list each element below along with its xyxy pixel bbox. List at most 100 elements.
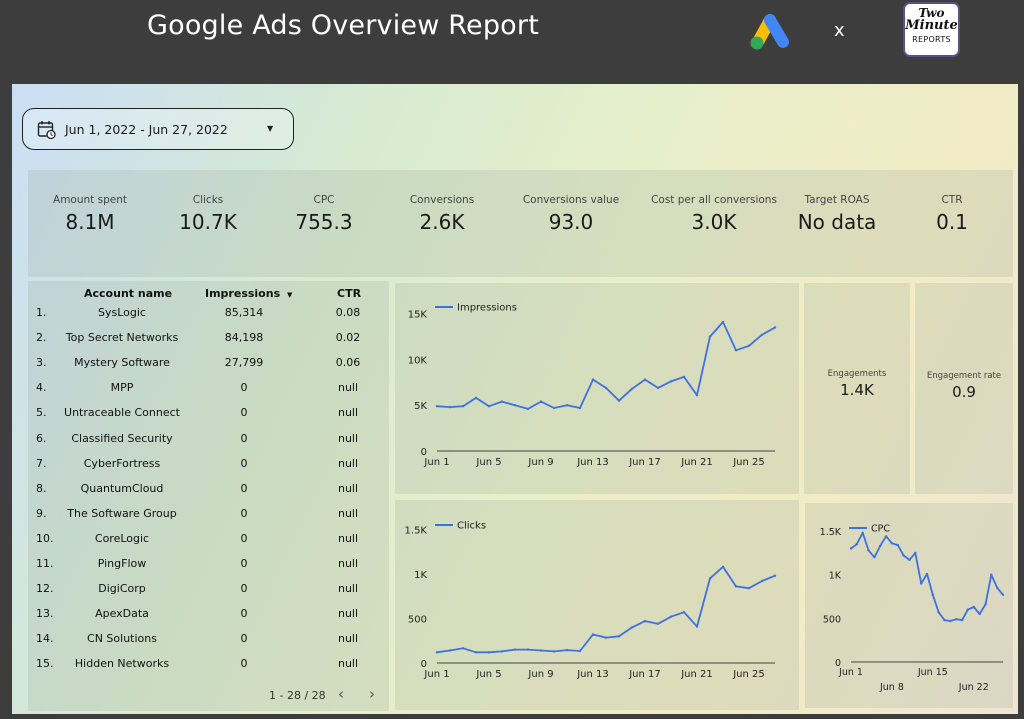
row-account-name: The Software Group (67, 506, 177, 520)
row-account-name: Untraceable Connect (64, 406, 180, 420)
row-ctr: null (337, 607, 359, 621)
y-tick-label: 0 (421, 447, 427, 458)
row-impressions: 0 (240, 657, 248, 671)
row-number: 4. (36, 381, 47, 395)
kpi-label: Target ROAS (804, 194, 870, 206)
table-row[interactable]: 3. Mystery Software 27,799 0.06 (28, 356, 389, 381)
row-impressions: 85,314 (224, 306, 264, 319)
data-point (849, 547, 853, 550)
data-point (539, 400, 543, 403)
column-header-label: Impressions (205, 287, 281, 300)
table-row-partial (28, 681, 389, 687)
data-point (552, 406, 556, 410)
data-point (617, 399, 621, 402)
row-account-name: Top Secret Networks (65, 331, 179, 345)
data-point (760, 333, 764, 336)
data-point (695, 625, 699, 628)
row-ctr: null (337, 381, 359, 395)
impressions-chart-svg: Impressions 0 5K 10K 15K Jun 1 Jun 5 Jun 9 Jun 1… (408, 303, 777, 468)
dropdown-arrow-icon: ▼ (267, 124, 274, 133)
row-ctr: null (337, 582, 359, 596)
y-tick-label: 500 (408, 614, 427, 625)
data-point (708, 335, 712, 338)
x-tick-label: Jun 17 (628, 669, 661, 680)
prev-page-button[interactable]: ‹ (338, 685, 344, 703)
kpi-clicks: Clicks 10.7K (168, 194, 248, 234)
kpi-value: 3.0K (691, 210, 737, 234)
table-row[interactable]: 2. Top Secret Networks 84,198 0.02 (28, 331, 389, 356)
data-point (908, 558, 911, 562)
data-point (734, 585, 738, 588)
x-tick-label: Jun 17 (628, 457, 661, 468)
row-account-name: MPP (110, 381, 134, 395)
data-point (902, 554, 905, 557)
data-point (669, 615, 673, 618)
data-point (879, 544, 882, 548)
y-tick-label: 1K (829, 571, 842, 582)
row-account-name: Hidden Networks (74, 657, 170, 671)
table-row[interactable]: 15. Hidden Networks 0 null (28, 657, 389, 682)
row-number: 14. (36, 632, 54, 646)
x-tick-label: Jun 21 (680, 457, 713, 468)
row-ctr: null (337, 506, 359, 520)
legend-label: CPC (871, 524, 890, 535)
x-tick-label: Jun 13 (576, 669, 609, 680)
y-tick-label: 0 (835, 658, 841, 669)
data-point (513, 404, 517, 407)
data-point (884, 535, 888, 538)
table-row[interactable]: 5. Untraceable Connect 0 null (28, 406, 389, 431)
kpi-cpc: CPC 755.3 (284, 194, 364, 234)
row-number: 11. (36, 557, 54, 570)
next-page-button[interactable]: › (369, 685, 375, 703)
table-row[interactable]: 6. Classified Security 0 null (28, 432, 389, 457)
y-tick-label: 500 (823, 614, 841, 625)
table-row[interactable]: 13. ApexData 0 null (28, 607, 389, 632)
row-number: 8. (36, 481, 47, 495)
table-row[interactable]: 9. The Software Group 0 null (28, 507, 389, 532)
row-impressions: 84,198 (224, 331, 264, 345)
column-header-impressions[interactable]: Impressions ▼ (205, 287, 292, 300)
kpi-value: 8.1M (65, 210, 115, 234)
data-point (448, 649, 452, 652)
data-point (867, 549, 870, 552)
row-number: 7. (36, 456, 47, 470)
row-impressions: 0 (240, 406, 248, 420)
data-point (565, 404, 569, 407)
data-point (643, 619, 647, 623)
google-ads-logo-icon (750, 14, 789, 50)
y-tick-label: 5K (414, 401, 427, 412)
table-row[interactable]: 4. MPP 0 null (28, 381, 389, 406)
table-row[interactable]: 8. QuantumCloud 0 null (28, 482, 389, 507)
data-point (896, 543, 899, 547)
engagements-value: 1.4K (840, 381, 874, 399)
row-account-name: DigiCorp (98, 582, 146, 596)
data-point (984, 603, 987, 606)
table-row[interactable]: 11. PingFlow 0 null (28, 557, 389, 582)
table-row[interactable]: 14. CN Solutions 0 null (28, 632, 389, 657)
row-account-name: CoreLogic (94, 531, 150, 545)
x-tick-label: Jun 15 (917, 667, 948, 678)
data-point (890, 542, 894, 545)
row-ctr: null (337, 557, 359, 570)
table-row[interactable]: 12. DigiCorp 0 null (28, 582, 389, 607)
data-point (990, 573, 993, 576)
row-impressions: 0 (240, 506, 248, 520)
data-point (695, 394, 699, 397)
data-point (643, 378, 647, 381)
data-point (734, 349, 738, 352)
x-tick-label: Jun 9 (527, 669, 553, 680)
table-row[interactable]: 1. SysLogic 85,314 0.08 (28, 306, 389, 331)
table-row[interactable]: 10. CoreLogic 0 null (28, 532, 389, 557)
sort-desc-icon: ▼ (286, 291, 293, 299)
row-number: 5. (36, 406, 47, 420)
x-tick-label: Jun 22 (958, 682, 989, 693)
data-point (747, 344, 751, 347)
x-tick-label: Jun 1 (838, 667, 863, 678)
date-range-picker[interactable]: Jun 1, 2022 - Jun 27, 2022 ▼ (22, 108, 294, 150)
table-row[interactable]: 7. CyberFortress 0 null (28, 457, 389, 482)
series-line (436, 321, 776, 410)
column-header-account-name[interactable]: Account name (84, 287, 173, 300)
data-point (591, 633, 595, 636)
row-ctr: null (337, 531, 359, 545)
column-header-ctr[interactable]: CTR (337, 287, 362, 300)
